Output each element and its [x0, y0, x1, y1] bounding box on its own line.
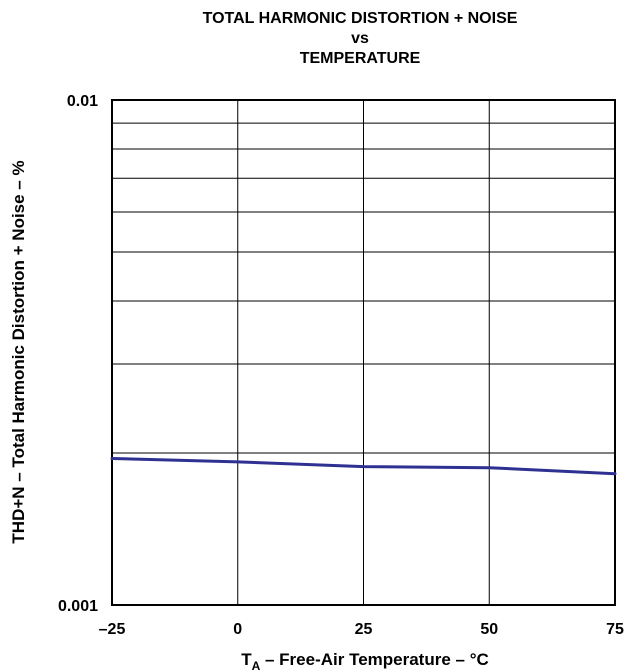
series-line [110, 457, 617, 476]
x-axis-label: TA – Free-Air Temperature – °C [241, 650, 489, 671]
plot-area-frame [111, 99, 616, 606]
y-tick-label: 0.01 [67, 93, 98, 110]
x-tick-label: 50 [480, 621, 498, 638]
x-tick-labels: –25 0 25 50 75 [99, 621, 624, 638]
x-tick-label: 75 [606, 621, 624, 638]
y-tick-labels: 0.01 0.001 [58, 93, 98, 615]
x-axis-label-subscript: A [252, 659, 261, 671]
chart-title-line-3: TEMPERATURE [300, 50, 421, 67]
grid-lines [112, 100, 615, 605]
x-axis-label-rest: – Free-Air Temperature – °C [260, 650, 489, 669]
x-tick-label: –25 [99, 621, 126, 638]
x-tick-label: 25 [355, 621, 373, 638]
chart-title-line-1: TOTAL HARMONIC DISTORTION + NOISE [203, 10, 518, 27]
x-axis-label-main: T [241, 650, 252, 669]
series-layer [110, 457, 617, 476]
y-axis-label: THD+N – Total Harmonic Distortion + Nois… [9, 160, 28, 543]
y-tick-label: 0.001 [58, 598, 98, 615]
chart-title-line-2: vs [351, 30, 369, 47]
x-tick-label: 0 [233, 621, 242, 638]
